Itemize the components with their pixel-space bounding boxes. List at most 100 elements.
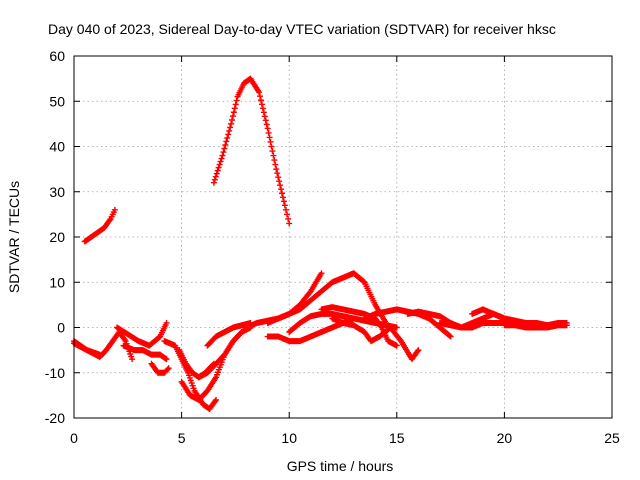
data-point xyxy=(259,105,266,112)
data-point xyxy=(214,167,221,174)
x-tick-label: 15 xyxy=(389,430,405,446)
data-point xyxy=(228,120,235,127)
data-point xyxy=(281,202,288,209)
data-point xyxy=(265,129,272,136)
data-point xyxy=(224,134,231,141)
plot-frame xyxy=(73,55,613,419)
x-axis-label: GPS time / hours xyxy=(287,458,394,474)
series-arc-r xyxy=(329,315,422,363)
data-point xyxy=(271,157,278,164)
data-point xyxy=(212,173,219,180)
data-point xyxy=(223,138,230,145)
data-point xyxy=(273,166,280,173)
x-tick-label: 20 xyxy=(497,430,513,446)
axis-ticks xyxy=(73,55,613,419)
data-point xyxy=(267,138,274,145)
data-point xyxy=(257,93,264,100)
x-tick-labels: 0 5 10 15 20 25 xyxy=(70,430,620,446)
data-point xyxy=(212,398,219,405)
data-point xyxy=(121,336,128,343)
data-point xyxy=(221,145,228,152)
data-point xyxy=(277,182,284,189)
x-tick-label: 25 xyxy=(604,430,620,446)
data-point xyxy=(225,131,232,138)
y-tick-labels: -20 -10 0 10 20 30 40 50 60 xyxy=(45,48,65,426)
data-point xyxy=(262,117,269,124)
series-arc-q xyxy=(318,304,400,349)
data-point xyxy=(270,152,277,159)
data-point xyxy=(261,113,268,120)
y-tick-label: 10 xyxy=(49,274,65,290)
series-arc-d xyxy=(114,319,170,349)
data-point xyxy=(231,105,238,112)
data-point xyxy=(563,322,570,329)
series-arc-c xyxy=(81,206,118,245)
data-point xyxy=(227,124,234,131)
y-tick-label: 20 xyxy=(49,229,65,245)
data-point xyxy=(257,97,264,104)
data-point xyxy=(219,152,226,159)
series-arc-o xyxy=(264,315,357,345)
x-tick-label: 5 xyxy=(178,430,186,446)
data-point xyxy=(164,366,171,373)
data-point xyxy=(280,198,287,205)
data-point xyxy=(266,134,273,141)
data-point xyxy=(272,161,279,168)
x-tick-label: 10 xyxy=(281,430,297,446)
data-point xyxy=(264,125,271,132)
y-tick-label: 40 xyxy=(49,139,65,155)
data-point xyxy=(106,217,113,224)
data-point xyxy=(393,324,400,331)
y-tick-label: 30 xyxy=(49,184,65,200)
data-point xyxy=(211,176,218,183)
data-point xyxy=(213,396,220,403)
data-point xyxy=(279,194,286,201)
data-point xyxy=(256,89,263,96)
series-arc-f xyxy=(148,360,172,376)
data-point xyxy=(414,348,421,355)
data-point xyxy=(415,347,422,354)
x-tick-label: 0 xyxy=(70,430,78,446)
data-point xyxy=(111,206,118,213)
y-tick-label: 60 xyxy=(49,48,65,64)
y-tick-label: -10 xyxy=(45,365,65,381)
y-tick-label: 50 xyxy=(49,93,65,109)
data-point xyxy=(213,170,220,177)
data-point xyxy=(285,215,292,222)
series-arc-l xyxy=(210,75,293,227)
data-point xyxy=(229,113,236,120)
series-arc-w xyxy=(501,322,570,331)
data-point xyxy=(217,158,224,165)
chart-title: Day 040 of 2023, Sidereal Day-to-day VTE… xyxy=(48,21,556,37)
data-point xyxy=(279,190,286,197)
data-point xyxy=(216,161,223,168)
data-point xyxy=(269,148,276,155)
data-point xyxy=(230,109,237,116)
data-point xyxy=(226,127,233,134)
series-arc-j xyxy=(195,324,254,381)
data-point xyxy=(286,220,293,227)
series-arc-e xyxy=(120,342,170,363)
data-point xyxy=(282,206,289,213)
data-point xyxy=(446,332,453,339)
data-point xyxy=(258,101,265,108)
data-point xyxy=(377,323,384,330)
data-points xyxy=(71,75,570,412)
grid-lines xyxy=(74,56,612,418)
data-point xyxy=(318,270,325,277)
data-point xyxy=(129,356,136,363)
data-point xyxy=(263,121,270,128)
y-tick-label: 0 xyxy=(57,320,65,336)
data-point xyxy=(284,211,291,218)
data-point xyxy=(274,170,281,177)
data-point xyxy=(393,342,400,349)
series-arc-g xyxy=(161,338,220,412)
data-point xyxy=(232,101,239,108)
data-point xyxy=(275,174,282,181)
data-point xyxy=(276,178,283,185)
data-point xyxy=(163,319,170,326)
y-axis-label: SDTVAR / TECUs xyxy=(6,181,22,293)
data-point xyxy=(222,141,229,148)
data-point xyxy=(260,109,267,116)
